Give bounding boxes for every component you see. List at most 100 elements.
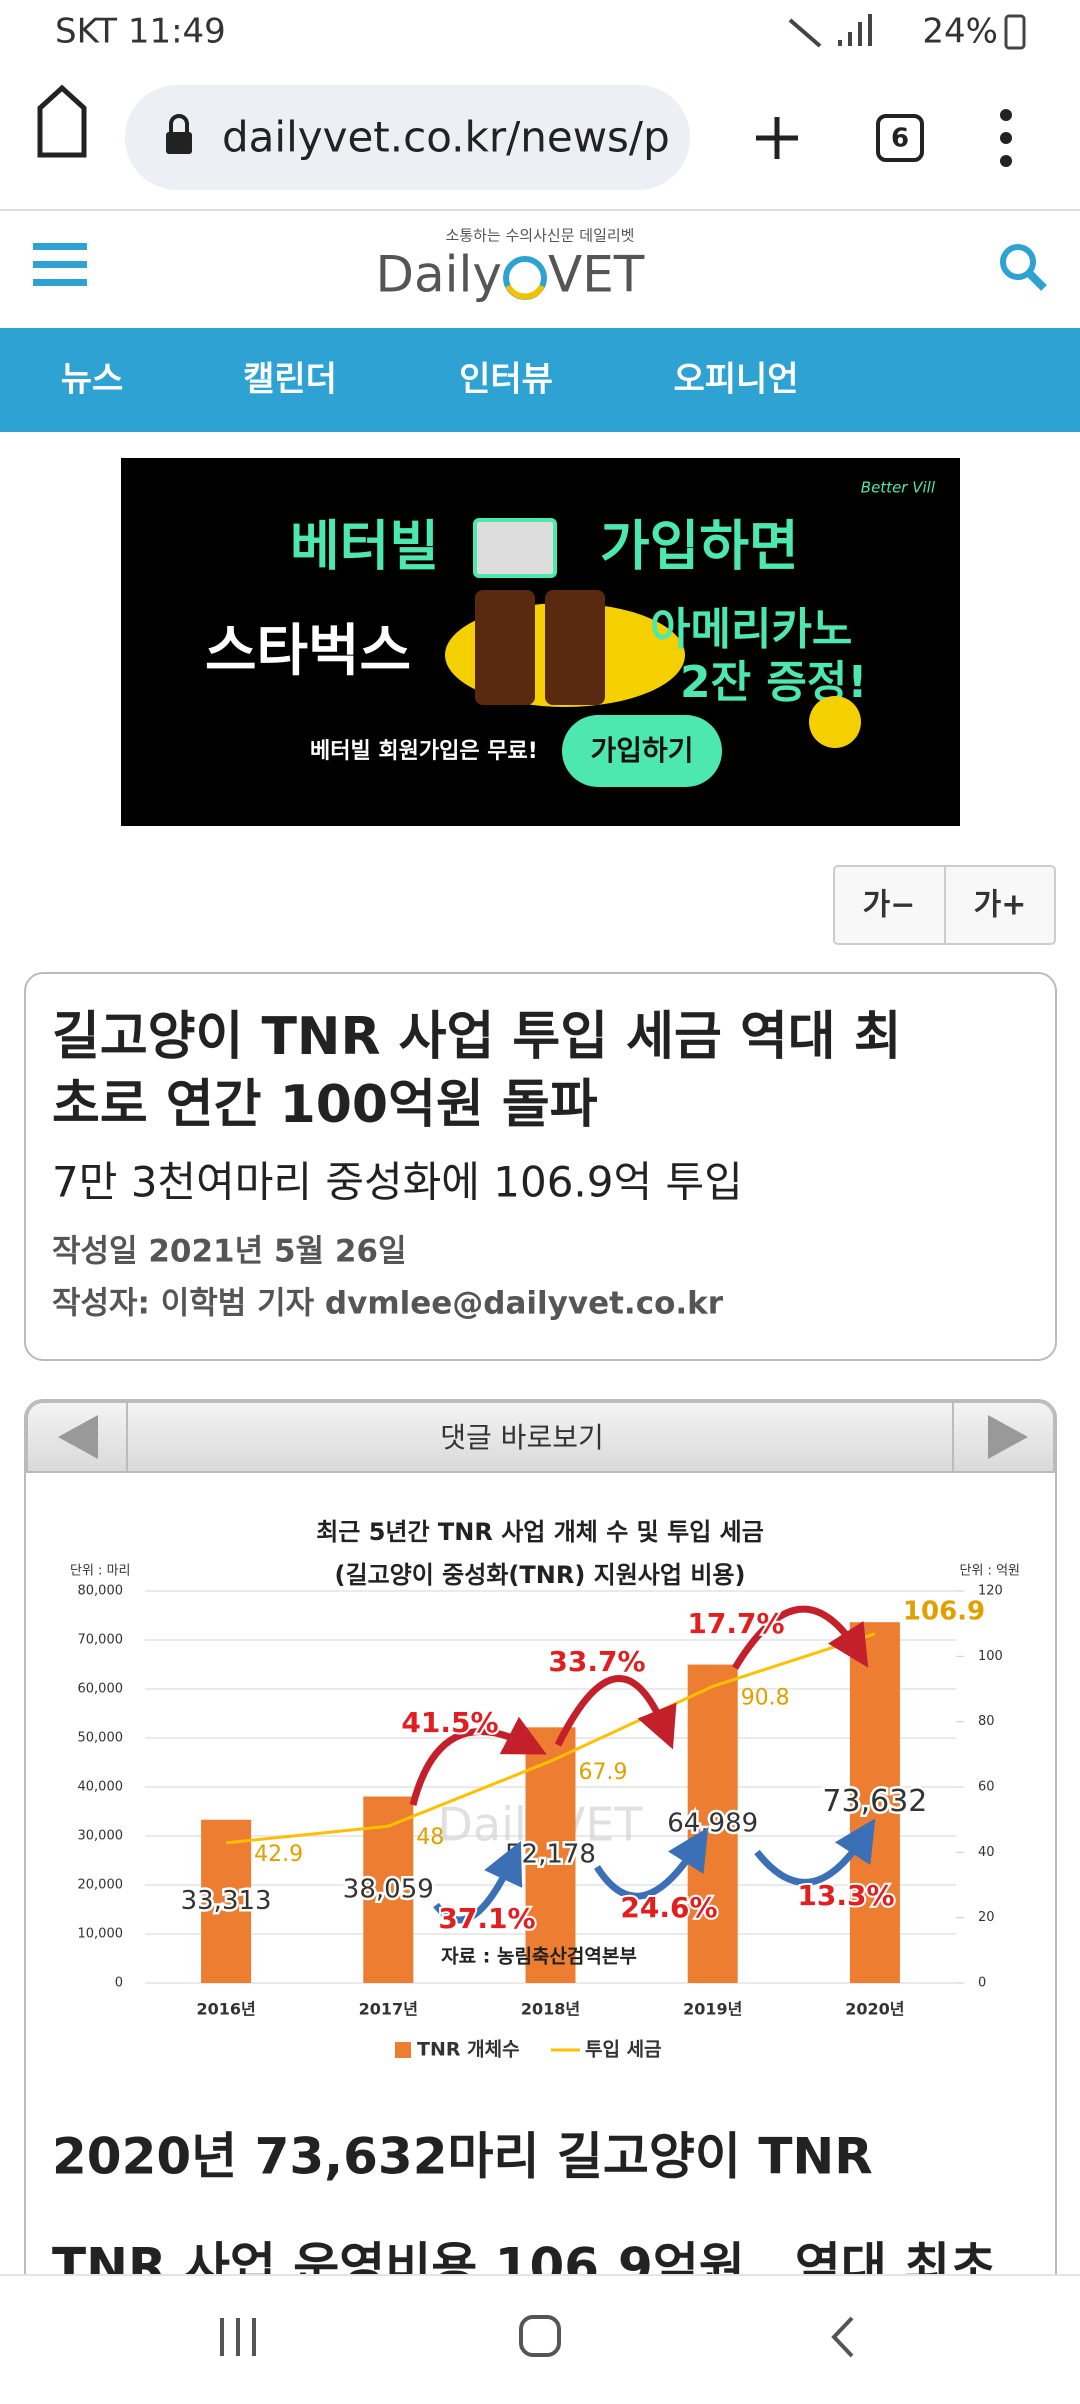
ad-button[interactable] xyxy=(562,715,722,787)
ad-icon xyxy=(473,518,557,578)
home-button[interactable] xyxy=(37,84,87,158)
y-tick-label: 30,000 xyxy=(78,1829,124,1844)
signal-icons xyxy=(788,14,872,48)
growth-arrow xyxy=(433,1840,523,1924)
menu-button[interactable] xyxy=(1000,109,1012,167)
url-bar[interactable] xyxy=(125,85,690,190)
growth-arrow xyxy=(594,1827,709,1900)
nav-item[interactable]: 오피니언 xyxy=(673,360,798,400)
nav-item[interactable]: 뉴스 xyxy=(61,360,124,400)
ad-brand: Better Vill xyxy=(861,479,936,497)
line xyxy=(225,1632,876,1845)
y2-tick-label: 60 xyxy=(978,1780,995,1795)
home-system-button[interactable] xyxy=(519,2315,561,2357)
x-tick-label: 2020년 xyxy=(845,2000,904,2019)
y-tick-label: 10,000 xyxy=(78,1927,124,1942)
battery-icon xyxy=(1004,14,1026,50)
tab-count[interactable]: 6 xyxy=(891,124,909,154)
recents-button[interactable] xyxy=(220,2318,256,2356)
legend-label: 투입 세금 xyxy=(585,2039,662,2061)
bar-value-label: 73,632 xyxy=(822,1784,927,1819)
logo-left[interactable]: Daily xyxy=(375,246,502,304)
ad-text: 베터빌 xyxy=(290,515,439,578)
lock-icon xyxy=(166,132,192,154)
article-date: 작성일 2021년 5월 26일 xyxy=(52,1234,407,1270)
y-tick-label: 40,000 xyxy=(78,1780,124,1795)
line-value-label: 106.9 xyxy=(903,1596,985,1626)
ad-cup xyxy=(475,590,535,705)
lock-shackle xyxy=(169,114,189,132)
bar xyxy=(525,1727,576,1983)
growth-label: 17.7% xyxy=(687,1607,784,1640)
tagline: 소통하는 수의사신문 데일리벳 xyxy=(446,227,635,245)
logo-right[interactable]: VET xyxy=(548,246,645,304)
x-tick-label: 2017년 xyxy=(359,2000,418,2019)
search-button[interactable] xyxy=(1000,244,1047,291)
line-value-label: 90.8 xyxy=(741,1685,790,1710)
growth-label: 33.7% xyxy=(548,1645,645,1678)
growth-arrow xyxy=(732,1605,869,1670)
bar xyxy=(201,1819,252,1983)
font-increase[interactable]: 가+ xyxy=(974,888,1027,923)
y2-tick-label: 100 xyxy=(978,1649,1003,1664)
legend-label: TNR 개체수 xyxy=(417,2039,520,2061)
growth-label: 37.1% xyxy=(438,1902,535,1935)
y2-tick-label: 0 xyxy=(978,1976,986,1991)
article-title: 길고양이 TNR 사업 투입 세금 역대 최 xyxy=(52,1007,902,1067)
system-nav-bar xyxy=(0,2275,1080,2400)
bar xyxy=(849,1622,900,1983)
y2-tick-label: 80 xyxy=(978,1714,995,1729)
ad-button-label[interactable]: 가입하기 xyxy=(590,734,693,767)
growth-arrow xyxy=(754,1818,876,1886)
y-tick-label: 60,000 xyxy=(78,1682,124,1697)
y2-tick-label: 40 xyxy=(978,1845,995,1860)
nav-item[interactable]: 인터뷰 xyxy=(459,360,553,400)
article-author: 작성자: 이학범 기자 dvmlee@dailyvet.co.kr xyxy=(52,1286,724,1322)
legend-swatch xyxy=(395,2042,411,2058)
growth-arrow xyxy=(554,1675,677,1750)
line-value-label: 42.9 xyxy=(254,1842,303,1867)
y-tick-label: 50,000 xyxy=(78,1731,124,1746)
x-tick-label: 2019년 xyxy=(683,2000,742,2019)
chart-subtitle: (길고양이 중성화(TNR) 지원사업 비용) xyxy=(335,1561,746,1589)
y-tick-label: 80,000 xyxy=(78,1584,124,1599)
ad-cup xyxy=(545,590,605,705)
ad-text: 베터빌 회원가입은 무료! xyxy=(310,739,538,764)
logo-mark-arc xyxy=(505,284,545,300)
ad-text: 가입하면 xyxy=(600,515,799,578)
y2-tick-label: 120 xyxy=(978,1584,1003,1599)
url-text[interactable]: dailyvet.co.kr/news/p xyxy=(222,113,670,162)
line-value-label: 67.9 xyxy=(579,1760,628,1785)
bar-value-label: 64,989 xyxy=(667,1808,758,1838)
bar-value-label: 52,178 xyxy=(505,1840,596,1870)
hamburger-menu[interactable] xyxy=(33,243,87,286)
next-arrow[interactable] xyxy=(988,1415,1028,1459)
y-tick-label: 0 xyxy=(115,1976,123,1991)
body-heading: 2020년 73,632마리 길고양이 TNR xyxy=(52,2128,873,2186)
comments-link[interactable]: 댓글 바로보기 xyxy=(440,1421,603,1454)
status-carrier-time: SKT 11:49 xyxy=(55,12,226,52)
prev-arrow[interactable] xyxy=(58,1415,98,1459)
back-button[interactable] xyxy=(831,2316,854,2358)
chart-title: 최근 5년간 TNR 사업 개체 수 및 투입 세금 xyxy=(316,1518,764,1546)
bar-value-label: 38,059 xyxy=(343,1874,434,1904)
growth-label: 24.6% xyxy=(620,1891,717,1924)
ad-text: 스타벅스 xyxy=(205,619,411,684)
nav-bar xyxy=(0,328,1080,432)
font-decrease[interactable]: 가− xyxy=(863,888,916,923)
y-axis-unit: 단위 : 마리 xyxy=(70,1564,131,1579)
x-tick-label: 2016년 xyxy=(196,2000,255,2019)
article-subtitle: 7만 3천여마리 중성화에 106.9억 투입 xyxy=(52,1158,743,1207)
y-tick-label: 20,000 xyxy=(78,1878,124,1893)
bar xyxy=(687,1664,738,1983)
line-value-label: 48 xyxy=(416,1825,444,1850)
chart: 최근 5년간 TNR 사업 개체 수 및 투입 세금 (길고양이 중성화(TNR)… xyxy=(70,1518,1020,2061)
new-tab-button[interactable] xyxy=(756,117,798,159)
nav-item[interactable]: 캘린더 xyxy=(243,360,337,400)
article-title: 초로 연간 100억원 돌파 xyxy=(52,1075,598,1135)
tabs-button[interactable] xyxy=(876,114,924,162)
x-tick-label: 2018년 xyxy=(521,2000,580,2019)
y2-tick-label: 20 xyxy=(978,1910,995,1925)
y2-axis-unit: 단위 : 억원 xyxy=(960,1564,1021,1579)
